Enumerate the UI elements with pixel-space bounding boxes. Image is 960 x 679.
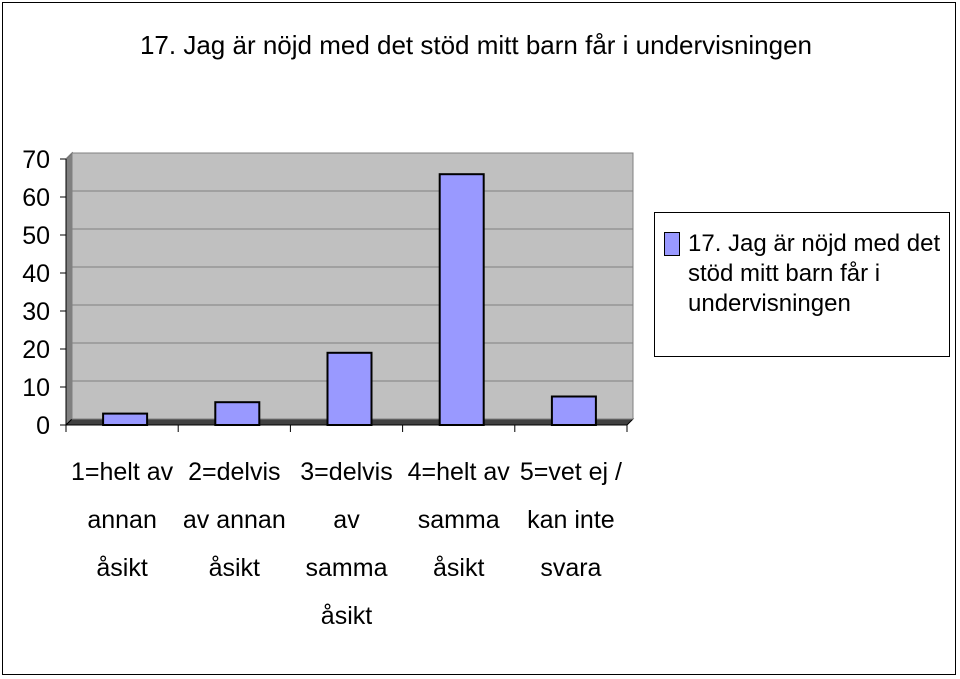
- y-tick-label: 60: [22, 184, 50, 212]
- gridline-wall: [65, 342, 73, 350]
- gridline-wall: [65, 190, 73, 198]
- x-tick-label: 2=delvis: [188, 458, 280, 486]
- legend-swatch: [664, 232, 680, 256]
- x-tick-label: 1=helt av: [71, 458, 174, 486]
- bar: [438, 173, 485, 426]
- y-tick-label: 70: [22, 146, 50, 174]
- x-tick-label: åsikt: [96, 554, 147, 582]
- bar: [326, 351, 373, 426]
- x-tick-label: 5=vet ej /: [520, 458, 622, 486]
- x-tick-label: av: [333, 506, 360, 534]
- x-tick-label: åsikt: [209, 554, 260, 582]
- x-tick-label: svara: [540, 554, 601, 582]
- legend: 17. Jag är nöjd med det stöd mitt barn f…: [654, 212, 950, 357]
- x-tick-label: av annan: [183, 506, 286, 534]
- y-tick-label: 50: [22, 222, 50, 250]
- gridline-wall: [65, 228, 73, 236]
- bar: [214, 401, 261, 427]
- x-tick-label: samma: [306, 554, 388, 582]
- y-tick-label: 30: [22, 298, 50, 326]
- x-tick-label: kan inte: [527, 506, 615, 534]
- chart-title: 17. Jag är nöjd med det stöd mitt barn f…: [139, 30, 813, 60]
- y-tick-label: 0: [36, 412, 50, 440]
- y-tick-label: 20: [22, 336, 50, 364]
- legend-label: 17. Jag är nöjd med det stöd mitt barn f…: [688, 230, 941, 317]
- gridline-wall: [65, 152, 73, 160]
- y-tick-label: 40: [22, 260, 50, 288]
- x-tick-label: åsikt: [321, 602, 372, 630]
- y-tick-label: 10: [22, 374, 50, 402]
- x-tick-label: annan: [87, 506, 157, 534]
- gridline-wall: [65, 380, 73, 388]
- bar: [102, 412, 149, 427]
- x-tick-label: samma: [418, 506, 500, 534]
- x-tick-label: 4=helt av: [408, 458, 511, 486]
- gridline-wall: [65, 304, 73, 312]
- gridline-wall: [65, 266, 73, 274]
- x-tick-label: åsikt: [433, 554, 484, 582]
- bar: [550, 395, 597, 426]
- x-tick-label: 3=delvis: [300, 458, 392, 486]
